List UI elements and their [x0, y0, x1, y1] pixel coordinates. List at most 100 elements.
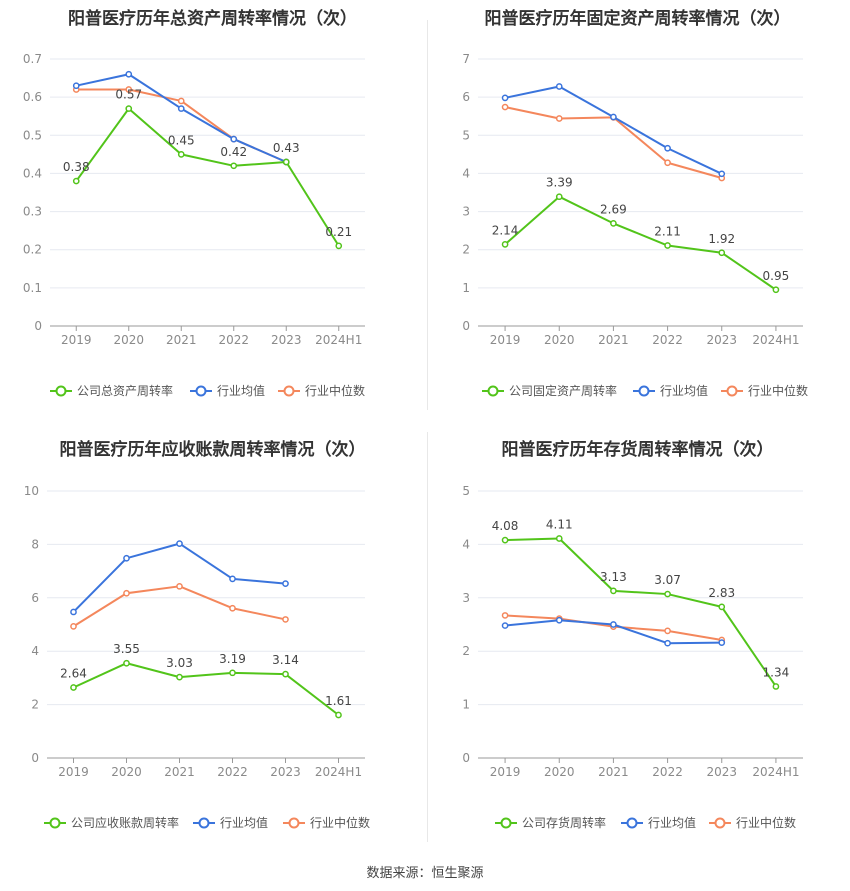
chart-plot: 0 1 2 3 4 5 6 7 2019 2020 2021 2022 2023 2024H1 2.14 3.… [462, 52, 808, 398]
x-tick-label: 2024H1 [752, 765, 799, 779]
data-point-company [229, 669, 236, 677]
data-point-avg [501, 94, 509, 102]
y-tick-label: 5 [462, 128, 470, 142]
legend-item-avg: 行业均值 [621, 815, 696, 830]
data-label: 2.11 [654, 225, 681, 239]
legend-label: 行业均值 [217, 383, 265, 398]
y-tick-label: 3 [462, 205, 470, 219]
y-tick-label: 4 [462, 537, 470, 551]
y-tick-label: 0 [31, 751, 39, 765]
legend-label: 行业中位数 [736, 815, 796, 830]
x-tick-label: 2024H1 [315, 333, 362, 347]
y-tick-label: 0.5 [23, 128, 42, 142]
data-point-avg [177, 105, 185, 112]
data-label: 4.11 [546, 518, 573, 532]
x-tick-label: 2022 [217, 765, 248, 779]
data-label: 3.14 [272, 653, 299, 667]
data-point-median [177, 97, 185, 105]
data-label: 0.43 [273, 141, 300, 155]
y-tick-label: 10 [24, 484, 39, 498]
legend-label: 行业均值 [220, 815, 268, 830]
legend-label: 公司应收账款周转率 [71, 815, 179, 830]
legend-item-company: 公司固定资产周转率 [482, 383, 617, 398]
legend-swatch-marker [714, 817, 726, 829]
legend-item-median: 行业中位数 [709, 815, 796, 830]
x-tick-label: 2021 [598, 333, 629, 347]
x-tick-label: 2020 [111, 765, 142, 779]
data-label: 3.13 [600, 570, 627, 584]
legend-label: 公司存货周转率 [522, 815, 606, 830]
data-point-company [177, 151, 185, 158]
legend-swatch-marker [626, 817, 638, 829]
data-label: 2.64 [60, 667, 87, 681]
data-point-avg [610, 113, 617, 121]
data-point-median [664, 627, 671, 635]
data-point-avg [664, 144, 671, 152]
x-tick-label: 2022 [652, 765, 683, 779]
y-tick-label: 8 [31, 537, 39, 551]
panel-divider-top [427, 20, 428, 410]
data-source-note: 数据来源：恒生聚源 [366, 866, 484, 881]
chart-plot: 0 0.1 0.2 0.3 0.4 0.5 0.6 0.7 2019 2020 2021 2022 20… [23, 52, 365, 398]
data-point-company [176, 673, 183, 681]
legend-swatch-marker [638, 385, 650, 397]
legend-item-company: 公司总资产周转率 [50, 383, 173, 398]
data-label: 0.57 [115, 88, 142, 102]
series-line-avg [76, 73, 287, 163]
data-point-avg [501, 622, 509, 629]
x-tick-label: 2023 [271, 333, 302, 347]
data-label: 3.39 [546, 176, 573, 190]
data-label: 1.34 [763, 665, 790, 679]
data-point-avg [125, 70, 133, 78]
legend-swatch-marker [198, 817, 210, 829]
data-label: 0.42 [220, 145, 247, 159]
series-line-avg [72, 542, 286, 613]
y-tick-label: 7 [462, 52, 470, 66]
inventory-turnover-chart: 阳普医疗历年存货周转率情况（次） 0 1 2 3 4 5 2019 2020 2021 2022 2… [425, 425, 850, 855]
y-tick-label: 3 [462, 591, 470, 605]
y-tick-label: 0.7 [23, 52, 42, 66]
x-tick-label: 2020 [544, 333, 575, 347]
data-point-median [501, 103, 509, 111]
data-point-avg [176, 540, 183, 547]
data-point-company [282, 670, 289, 678]
x-tick-label: 2020 [544, 765, 575, 779]
data-point-median [501, 612, 509, 619]
fixed-asset-turnover-chart: 阳普医疗历年固定资产周转率情况（次） 0 1 2 3 4 5 6 7 2019 2020 2021 2… [425, 0, 850, 420]
data-point-company [664, 590, 671, 598]
series-line-avg [504, 85, 723, 175]
legend-item-company: 公司应收账款周转率 [44, 815, 179, 830]
data-point-avg [282, 580, 289, 587]
x-tick-label: 2022 [652, 333, 683, 347]
legend-swatch-marker [283, 385, 295, 397]
legend-swatch-marker [288, 817, 300, 829]
data-point-median [664, 159, 671, 167]
legend-item-median: 行业中位数 [283, 815, 370, 830]
y-tick-label: 0.1 [23, 281, 42, 295]
legend-swatch-marker [49, 817, 61, 829]
legend-label: 行业中位数 [305, 383, 365, 398]
legend-label: 行业中位数 [310, 815, 370, 830]
data-point-avg [72, 82, 80, 90]
data-point-company [718, 249, 726, 257]
data-label: 2.83 [708, 586, 735, 600]
legend-swatch-marker [500, 817, 512, 829]
x-tick-label: 2021 [164, 765, 195, 779]
series-line-company [75, 107, 340, 247]
y-tick-label: 4 [31, 644, 39, 658]
data-point-avg [610, 621, 617, 628]
x-tick-label: 2020 [113, 333, 144, 347]
data-point-company [501, 536, 509, 544]
data-point-company [125, 105, 133, 112]
series-line-company [505, 537, 777, 688]
y-tick-label: 0.6 [23, 90, 42, 104]
legend-item-avg: 行业均值 [190, 383, 265, 398]
y-tick-label: 0 [462, 751, 470, 765]
x-tick-label: 2019 [490, 765, 521, 779]
x-tick-label: 2021 [166, 333, 197, 347]
y-tick-label: 1 [462, 698, 470, 712]
x-tick-label: 2021 [598, 765, 629, 779]
data-point-median [70, 623, 77, 630]
data-point-company [664, 242, 671, 249]
legend-swatch-marker [726, 385, 738, 397]
